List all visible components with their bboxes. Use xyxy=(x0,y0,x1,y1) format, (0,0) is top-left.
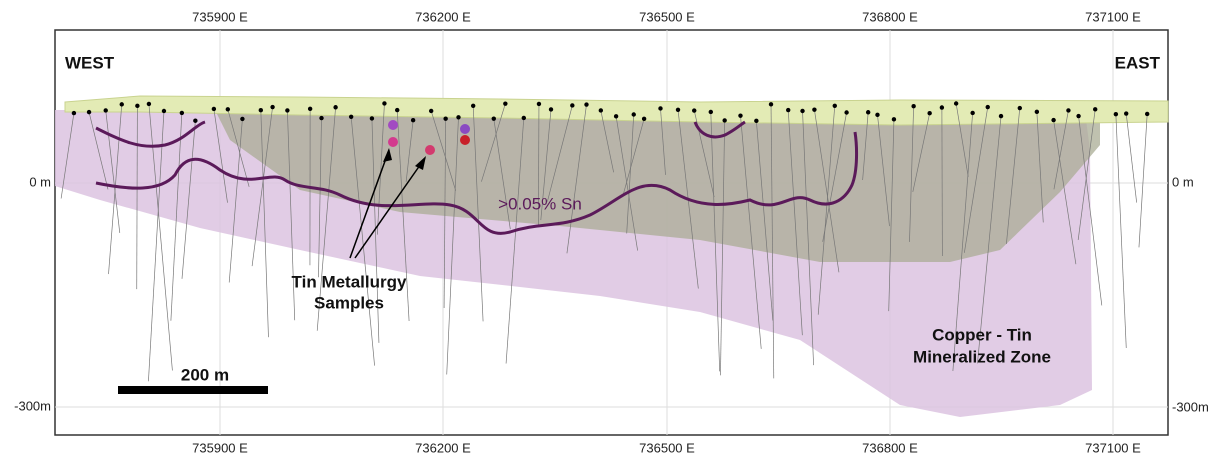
collar xyxy=(599,108,603,112)
collar xyxy=(812,107,816,111)
top-tick-label: 736800 E xyxy=(862,9,918,24)
collar xyxy=(642,117,646,121)
collar xyxy=(120,102,124,106)
collar xyxy=(1051,118,1055,122)
collar xyxy=(1076,114,1080,118)
sample xyxy=(388,137,398,147)
samples-label: Samples xyxy=(314,293,384,312)
collar xyxy=(349,115,353,119)
collar xyxy=(584,102,588,106)
collar xyxy=(844,110,848,114)
collar xyxy=(833,104,837,108)
top-tick-label: 736200 E xyxy=(415,9,471,24)
collar xyxy=(754,119,758,123)
collar xyxy=(892,117,896,121)
collar xyxy=(658,106,662,110)
collar xyxy=(308,107,312,111)
collar xyxy=(270,105,274,109)
bottom-tick-label: 735900 E xyxy=(192,440,248,455)
samples-label: Tin Metallurgy xyxy=(292,272,407,291)
collar xyxy=(104,108,108,112)
collar xyxy=(911,104,915,108)
collar xyxy=(492,116,496,120)
scale-bar xyxy=(118,386,268,394)
bottom-tick-label: 736500 E xyxy=(639,440,695,455)
collar xyxy=(503,101,507,105)
collar xyxy=(1124,111,1128,115)
collar xyxy=(395,108,399,112)
collar xyxy=(471,104,475,108)
collar xyxy=(632,112,636,116)
collar xyxy=(72,111,76,115)
collar xyxy=(429,109,433,113)
collar xyxy=(800,109,804,113)
bottom-tick-label: 736200 E xyxy=(415,440,471,455)
collar xyxy=(570,103,574,107)
top-tick-label: 737100 E xyxy=(1085,9,1141,24)
collar xyxy=(87,110,91,114)
collar xyxy=(1066,108,1070,112)
collar xyxy=(411,118,415,122)
cross-section: WEST EAST 735900 E 736200 E 736500 E 736… xyxy=(0,0,1218,462)
collar xyxy=(676,108,680,112)
zone-label: Mineralized Zone xyxy=(913,347,1051,366)
collar xyxy=(866,110,870,114)
collar xyxy=(212,107,216,111)
collar xyxy=(193,119,197,123)
scale-bar-label: 200 m xyxy=(181,365,229,384)
collar xyxy=(1114,112,1118,116)
collar xyxy=(147,102,151,106)
collar xyxy=(259,108,263,112)
collar xyxy=(285,108,289,112)
right-tick-label: -300m xyxy=(1172,399,1209,414)
collar xyxy=(240,117,244,121)
collar xyxy=(875,113,879,117)
collar xyxy=(769,102,773,106)
collar xyxy=(456,115,460,119)
bottom-tick-label: 737100 E xyxy=(1085,440,1141,455)
right-tick-label: 0 m xyxy=(1172,174,1194,189)
collar xyxy=(1145,112,1149,116)
collar xyxy=(537,102,541,106)
collar xyxy=(970,111,974,115)
sample xyxy=(388,120,398,130)
collar xyxy=(1035,110,1039,114)
collar xyxy=(1018,106,1022,110)
left-tick-label: -300m xyxy=(14,398,51,413)
collar xyxy=(940,105,944,109)
collar xyxy=(226,107,230,111)
collar xyxy=(738,113,742,117)
collar xyxy=(549,107,553,111)
collar xyxy=(709,110,713,114)
collar xyxy=(333,105,337,109)
west-label: WEST xyxy=(65,53,115,72)
collar xyxy=(999,114,1003,118)
top-tick-label: 736500 E xyxy=(639,9,695,24)
zone-label: Copper - Tin xyxy=(932,325,1032,344)
collar xyxy=(180,111,184,115)
sample xyxy=(460,124,470,134)
collar xyxy=(986,105,990,109)
collar xyxy=(786,108,790,112)
collar xyxy=(954,101,958,105)
collar xyxy=(522,116,526,120)
collar xyxy=(162,109,166,113)
collar xyxy=(319,116,323,120)
collar xyxy=(135,104,139,108)
east-label: EAST xyxy=(1115,53,1161,72)
top-tick-label: 735900 E xyxy=(192,9,248,24)
collar xyxy=(443,117,447,121)
collar xyxy=(614,114,618,118)
sample xyxy=(425,145,435,155)
collar xyxy=(927,111,931,115)
sample xyxy=(460,135,470,145)
collar xyxy=(1093,107,1097,111)
bottom-tick-label: 736800 E xyxy=(862,440,918,455)
grade-label: >0.05% Sn xyxy=(498,194,582,213)
collar xyxy=(722,118,726,122)
collar xyxy=(382,101,386,105)
collar xyxy=(370,116,374,120)
collar xyxy=(692,108,696,112)
left-tick-label: 0 m xyxy=(29,174,51,189)
